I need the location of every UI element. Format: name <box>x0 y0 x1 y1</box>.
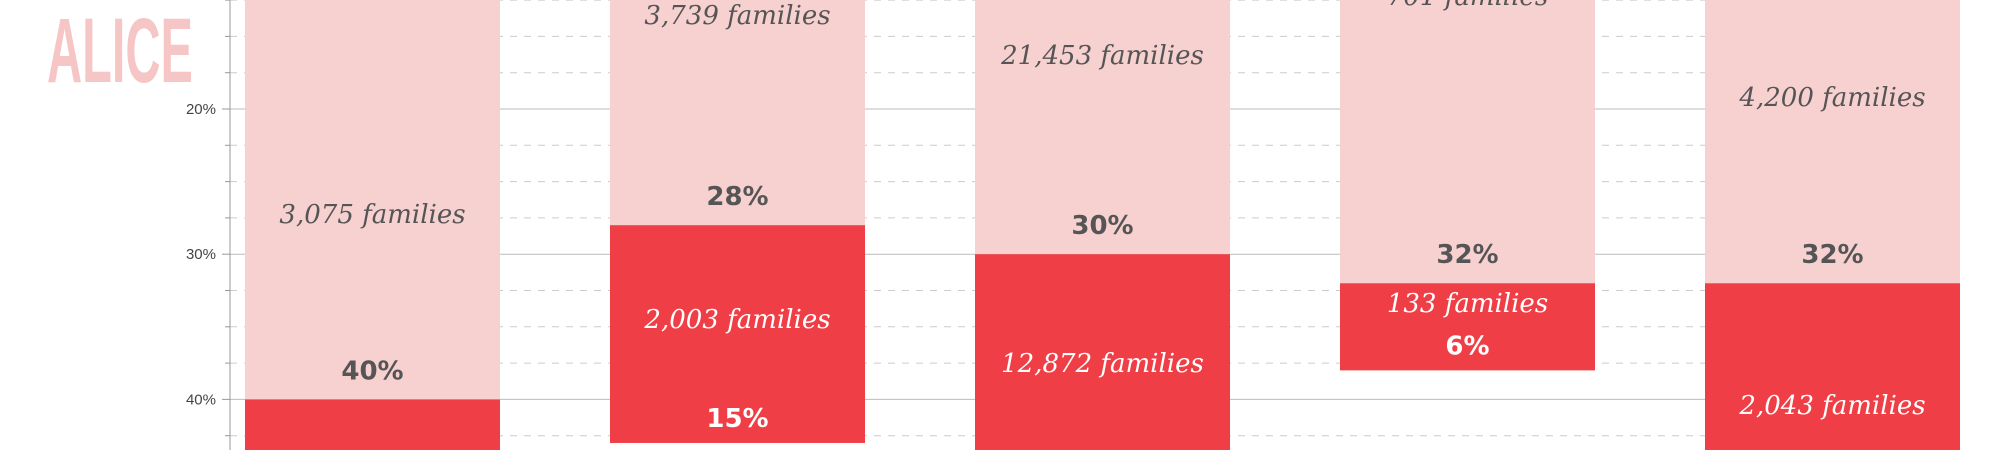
alice-segment <box>1705 0 1960 284</box>
poverty-families-label: 2,043 families <box>1738 391 1925 421</box>
alice-segment <box>1340 0 1595 284</box>
alice-families-label: 3,075 families <box>279 200 465 230</box>
alice-percent-label: 32% <box>1436 240 1498 270</box>
poverty-families-label: 12,872 families <box>1001 349 1204 379</box>
bar-group: 30% 21,453 families 12,872 families <box>975 0 1230 450</box>
poverty-families-label: 133 families <box>1387 289 1548 319</box>
poverty-percent-label: 6% <box>1445 331 1489 361</box>
alice-families-label: 4,200 families <box>1738 83 1925 113</box>
alice-percent-label: 32% <box>1801 240 1863 270</box>
alice-segment <box>610 0 865 226</box>
poverty-segment <box>610 225 865 443</box>
y-axis: 20% 30% 40% <box>186 0 231 450</box>
poverty-segment <box>975 254 1230 450</box>
poverty-segment <box>1705 283 1960 450</box>
alice-percent-label: 40% <box>341 356 403 386</box>
bar-group: 32% 701 families 133 families 6% <box>1340 0 1595 371</box>
poverty-percent-label: 15% <box>706 404 768 434</box>
bar-group: 28% 3,739 families 2,003 families 15% <box>610 0 865 443</box>
bar-group: 32% 4,200 families 2,043 families <box>1705 0 1960 450</box>
poverty-segment <box>1340 283 1595 371</box>
alice-families-label: 3,739 families <box>644 1 830 31</box>
alice-percent-label: 30% <box>1071 211 1133 241</box>
alice-families-label: 21,453 families <box>1000 41 1204 71</box>
bar-group: 40% 3,075 families <box>245 0 500 450</box>
alice-segment <box>975 0 1230 255</box>
y-tick-label: 30% <box>186 246 216 263</box>
bars: 40% 3,075 families 28% 3,739 families 2,003 … <box>245 0 1960 450</box>
alice-families-label: 701 families <box>1387 0 1548 12</box>
alice-percent-label: 28% <box>706 182 768 212</box>
poverty-families-label: 2,003 families <box>643 305 830 335</box>
alice-segment <box>245 0 500 400</box>
y-tick-label: 20% <box>186 101 216 118</box>
y-tick-label: 40% <box>186 391 216 408</box>
alice-corner-label: ALICE <box>47 0 193 102</box>
poverty-segment <box>245 399 500 450</box>
